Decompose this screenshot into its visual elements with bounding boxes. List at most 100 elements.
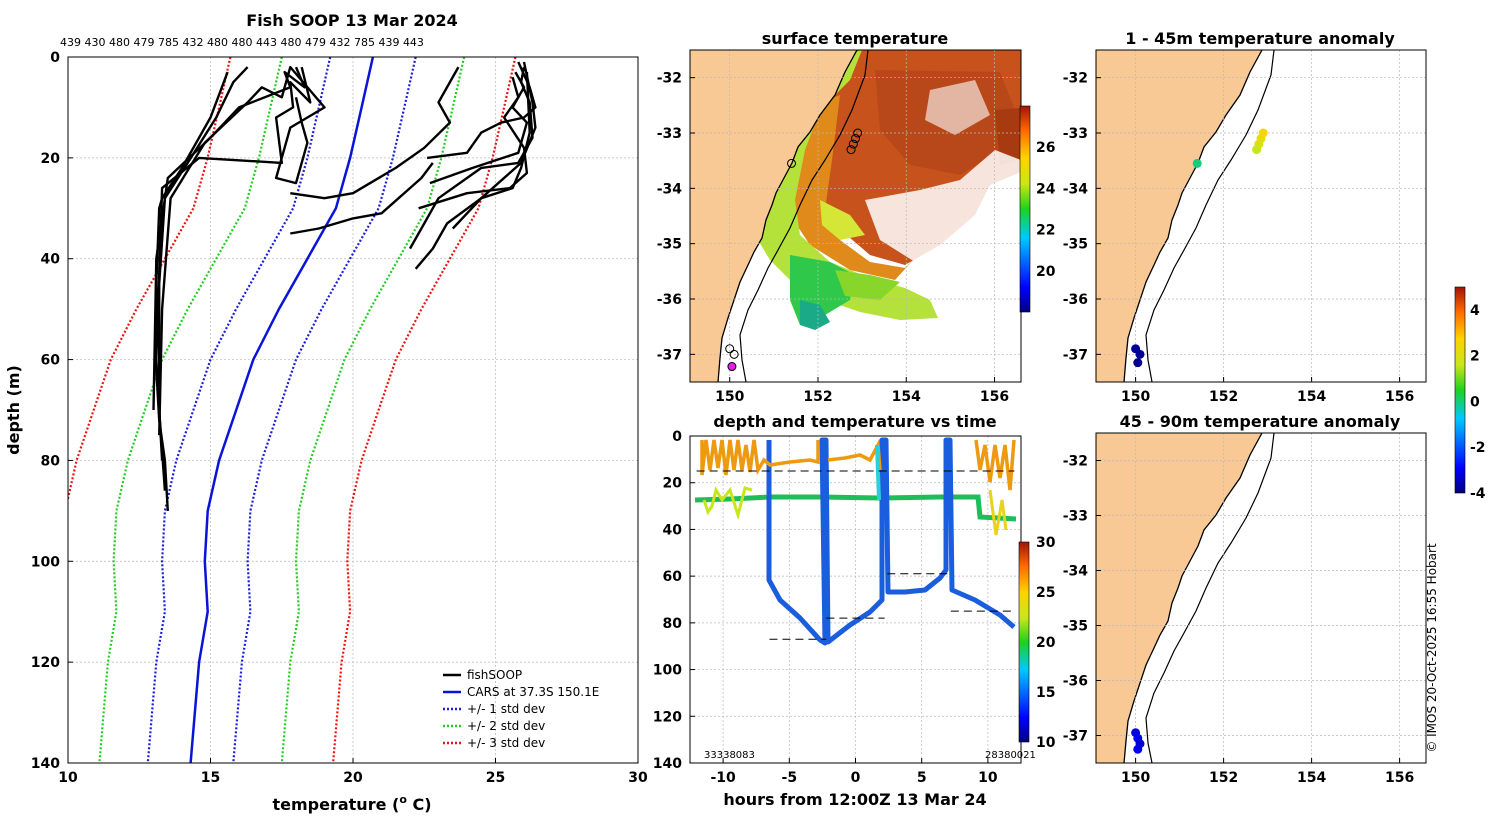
y-tick-label: -37 (1063, 729, 1088, 745)
anomaly-shallow-points (1131, 128, 1268, 368)
fish-profile-5 (290, 162, 434, 235)
x-tick-label: 25 (486, 770, 505, 786)
track-marker-2 (848, 139, 858, 149)
fish-profile-3 (152, 66, 306, 411)
sst-panel: surface temperature 150 152 154 156 (657, 29, 1056, 405)
colorbar-tick-label: 22 (1036, 223, 1055, 239)
x-tick-label: 150 (715, 389, 744, 405)
track-marker-6 (729, 349, 739, 359)
dt-blue-track (766, 437, 1016, 646)
y-tick-label: -37 (1063, 347, 1088, 363)
y-tick-label: 20 (663, 476, 683, 492)
track-marker-1 (851, 134, 860, 144)
anomaly-point-7 (1133, 358, 1143, 368)
sst-x-ticks: 150 152 154 156 (715, 377, 1009, 405)
anomaly-deep-title: 45 - 90m temperature anomaly (1120, 412, 1401, 431)
legend-label-std1: +/- 1 std dev (467, 702, 545, 716)
anomaly-deep-x-ticks: 150 152 154 156 (1121, 758, 1414, 786)
anomaly-shallow-y-ticks: -32 -33 -34 -35 -36 -37 (1063, 71, 1101, 363)
sst-colorbar-ticks: 20 22 24 26 (1036, 140, 1056, 280)
x-tick-label: 10 (58, 770, 78, 786)
anomaly-deep-map (1096, 433, 1275, 763)
anomaly-deep-y-ticks: -32 -33 -34 -35 -36 -37 (1063, 454, 1101, 745)
y-tick-label: -36 (1063, 292, 1088, 308)
dt-cyan-dive (875, 444, 881, 501)
y-tick-label: 120 (31, 655, 60, 671)
y-tick-label: 100 (31, 554, 60, 570)
anomaly-deep-frame (1095, 432, 1427, 764)
profile-x-ticks: 10 15 20 25 30 (58, 758, 648, 786)
fish-profile-4 (158, 65, 326, 436)
x-tick-label: 150 (1121, 389, 1150, 405)
x-tick-label: 156 (1385, 389, 1414, 405)
colorbar-tick-label: -2 (1470, 440, 1486, 456)
anomaly-point-3 (1252, 145, 1262, 155)
legend-label-std3: +/- 3 std dev (467, 736, 545, 750)
colorbar-tick-label: 10 (1036, 735, 1056, 751)
y-tick-label: 80 (41, 453, 61, 469)
x-tick-label: 10 (978, 770, 998, 786)
anomaly-point-3 (1133, 744, 1143, 754)
std-curve-minus-1 (146, 57, 332, 763)
dt-orange-track-3 (974, 439, 1016, 491)
track-marker-0 (853, 128, 863, 138)
anomaly-deep-coastline (1123, 433, 1263, 763)
dt-yellow-track-2 (988, 489, 1008, 536)
sst-yellow-filament (820, 200, 865, 240)
anomaly-shallow-frame (1095, 49, 1427, 383)
std-curve-plus-1 (232, 57, 417, 763)
fish-profile-12 (426, 61, 537, 160)
sst-colorbar (1019, 105, 1031, 313)
x-tick-label: 5 (917, 770, 927, 786)
fish-profile-7 (414, 72, 531, 270)
sst-grid (690, 50, 1021, 382)
profile-legend: fishSOOP CARS at 37.3S 150.1E +/- 1 std … (443, 668, 599, 750)
colorbar-tick-label: -4 (1470, 486, 1486, 502)
track-marker-4 (787, 158, 797, 168)
y-tick-label: 140 (653, 756, 682, 772)
profile-y-ticks: 0 20 40 60 80 100 120 140 (31, 50, 73, 772)
y-tick-label: 20 (41, 151, 61, 167)
x-tick-label: 152 (1209, 389, 1238, 405)
x-tick-label: 20 (343, 770, 363, 786)
sst-orange-band (790, 95, 915, 280)
depth-time-colorbar (1018, 541, 1030, 743)
fish-profile-0 (155, 71, 229, 511)
sst-green-filament (835, 270, 900, 300)
y-tick-label: 60 (41, 353, 61, 369)
colorbar-tick-label: 2 (1470, 349, 1480, 365)
anomaly-shallow-panel: 1 - 45m temperature anomaly 150 152 154 156… (1063, 29, 1427, 405)
std-curve-minus-3 (68, 57, 232, 504)
sst-isobath (739, 50, 869, 382)
colorbar-tick-label: 30 (1036, 535, 1056, 551)
sst-coastline (717, 50, 858, 382)
depth-time-data (694, 437, 1017, 646)
sst-track-markers (725, 128, 863, 372)
sst-cloud-gap-2 (925, 80, 990, 135)
std-curve-minus-2 (98, 57, 283, 763)
colorbar-tick-label: 25 (1036, 585, 1055, 601)
y-tick-label: 140 (31, 756, 60, 772)
y-tick-label: -33 (1063, 126, 1088, 142)
depth-time-colorbar-ticks: 10 15 20 25 30 (1036, 535, 1056, 751)
x-tick-label: 154 (1297, 389, 1326, 405)
y-tick-label: 40 (41, 252, 61, 268)
y-tick-label: 40 (663, 522, 683, 538)
x-tick-label: 15 (201, 770, 220, 786)
y-tick-label: -36 (657, 292, 682, 308)
x-tick-label: -5 (782, 770, 798, 786)
x-tick-label: 150 (1121, 770, 1150, 786)
sst-teal-patch (800, 300, 830, 330)
y-tick-label: -32 (1063, 71, 1088, 87)
track-marker-5 (725, 344, 735, 354)
cars-mean-curve (189, 57, 375, 763)
y-tick-label: -33 (1063, 509, 1088, 525)
depth-time-y-ticks: 0 20 40 60 80 100 120 140 (653, 429, 695, 772)
x-tick-label: 154 (1297, 770, 1326, 786)
sst-cloud-gap-1 (865, 150, 1021, 262)
y-tick-label: 120 (653, 709, 682, 725)
x-tick-label: 156 (980, 389, 1009, 405)
depth-time-bottom-right-label: 28380021 (985, 750, 1036, 761)
sst-y-ticks: -32 -33 -34 -35 -36 -37 (657, 71, 695, 363)
